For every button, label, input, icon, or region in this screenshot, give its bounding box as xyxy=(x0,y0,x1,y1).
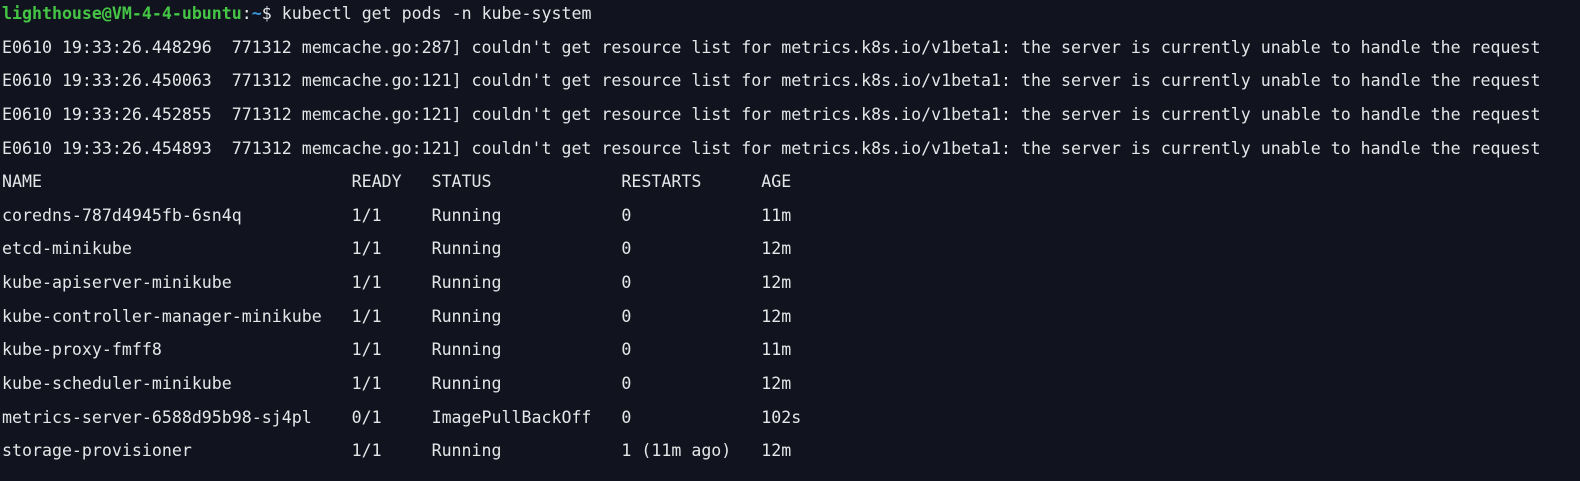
pod-restarts: 0 xyxy=(621,273,632,293)
pod-age: 12m xyxy=(761,374,792,394)
pod-name: etcd-minikube xyxy=(2,239,132,259)
pod-ready: 1/1 xyxy=(351,205,382,225)
pod-status: Running xyxy=(431,374,502,394)
pod-restarts: 0 xyxy=(621,340,632,360)
pod-name: storage-provisioner xyxy=(2,441,192,461)
table-row: kube-scheduler-minikube 1/1 Running 0 12m xyxy=(2,367,1580,401)
prompt-user-host: lighthouse@VM-4-4-ubuntu xyxy=(2,4,242,23)
error-log-line: E0610 19:33:26.452855 771312 memcache.go… xyxy=(2,104,1541,124)
pod-name: kube-apiserver-minikube xyxy=(2,273,232,293)
table-row: storage-provisioner 1/1 Running 1 (11m ago)… xyxy=(2,434,1580,468)
pod-ready: 0/1 xyxy=(351,407,382,427)
pod-ready: 1/1 xyxy=(351,239,382,259)
table-row: kube-proxy-fmff8 1/1 Running 0 11m xyxy=(2,333,1580,367)
pod-restarts: 0 xyxy=(621,374,632,394)
error-log-line: E0610 19:33:26.450063 771312 memcache.go… xyxy=(2,71,1541,91)
pod-age: 12m xyxy=(761,306,792,326)
pod-status: Running xyxy=(431,340,502,360)
pod-age: 12m xyxy=(761,273,792,293)
pod-restarts: 0 xyxy=(621,205,632,225)
pod-ready: 1/1 xyxy=(351,273,382,293)
table-header-row: NAME READY STATUS RESTARTS AGE xyxy=(2,165,1580,199)
pod-ready: 1/1 xyxy=(351,340,382,360)
table-row: etcd-minikube 1/1 Running 0 12m xyxy=(2,232,1580,266)
command-text: kubectl get pods -n kube-system xyxy=(281,4,592,23)
pod-name: kube-controller-manager-minikube xyxy=(2,306,322,326)
pod-restarts: 0 xyxy=(621,407,632,427)
pod-ready: 1/1 xyxy=(351,306,382,326)
header-name: NAME xyxy=(2,172,42,192)
pod-restarts: 0 xyxy=(621,306,632,326)
pod-age: 11m xyxy=(761,340,792,360)
pod-name: coredns-787d4945fb-6sn4q xyxy=(2,205,242,225)
error-log-line: E0610 19:33:26.454893 771312 memcache.go… xyxy=(2,138,1541,158)
table-row: coredns-787d4945fb-6sn4q 1/1 Running 0 11m xyxy=(2,199,1580,233)
table-row: kube-controller-manager-minikube 1/1 Runni… xyxy=(2,300,1580,334)
table-row: kube-apiserver-minikube 1/1 Running 0 12m xyxy=(2,266,1580,300)
pod-status: Running xyxy=(431,205,502,225)
pod-status: Running xyxy=(431,273,502,293)
error-log-line: E0610 19:33:26.448296 771312 memcache.go… xyxy=(2,37,1541,57)
prompt-separator: : xyxy=(241,4,252,23)
table-row: metrics-server-6588d95b98-sj4pl 0/1 ImageP… xyxy=(2,401,1580,435)
pod-age: 12m xyxy=(761,441,792,461)
pod-age: 12m xyxy=(761,239,792,259)
header-ready: READY xyxy=(351,172,402,192)
pod-restarts: 1 (11m ago) xyxy=(621,441,732,461)
header-restarts: RESTARTS xyxy=(621,172,702,192)
pod-name: metrics-server-6588d95b98-sj4pl xyxy=(2,407,312,427)
header-status: STATUS xyxy=(431,172,492,192)
pod-name: kube-scheduler-minikube xyxy=(2,374,232,394)
pod-status: Running xyxy=(431,306,502,326)
pod-restarts: 0 xyxy=(621,239,632,259)
pod-status: Running xyxy=(431,441,502,461)
pod-ready: 1/1 xyxy=(351,374,382,394)
header-age: AGE xyxy=(761,172,792,192)
pod-age: 102s xyxy=(761,407,802,427)
pod-name: kube-proxy-fmff8 xyxy=(2,340,162,360)
prompt-path: ~ xyxy=(251,4,262,23)
prompt-dollar-sign: $ xyxy=(261,4,282,23)
pod-status: ImagePullBackOff xyxy=(431,407,592,427)
pod-age: 11m xyxy=(761,205,792,225)
terminal-screen: lighthouse@VM-4-4-ubuntu:~$ kubectl get … xyxy=(2,0,1580,468)
pod-ready: 1/1 xyxy=(351,441,382,461)
prompt-line: lighthouse@VM-4-4-ubuntu:~$ kubectl get … xyxy=(2,0,1580,31)
pod-status: Running xyxy=(431,239,502,259)
